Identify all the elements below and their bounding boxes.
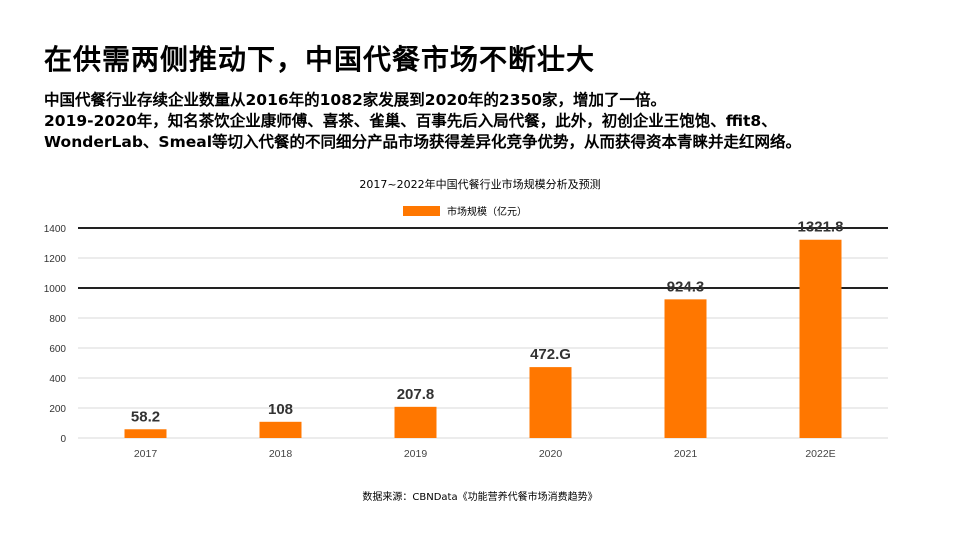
- bar: [394, 406, 437, 438]
- bar: [124, 429, 167, 438]
- bar: [799, 239, 842, 438]
- data-label: 207.8: [397, 386, 435, 403]
- legend-label: 市场规模（亿元）: [447, 205, 527, 218]
- page-title: 在供需两侧推动下，中国代餐市场不断壮大: [44, 43, 596, 76]
- x-tick-label: 2020: [539, 448, 563, 460]
- source-note: 数据来源：CBNData《功能营养代餐市场消费趋势》: [362, 492, 598, 503]
- chart-title: 2017~2022年中国代餐行业市场规模分析及预测: [359, 177, 600, 191]
- y-tick-label: 0: [60, 434, 66, 445]
- data-label: 58.2: [131, 408, 160, 425]
- data-label: 472.G: [530, 346, 571, 363]
- y-tick-label: 200: [49, 404, 66, 415]
- description: 中国代餐行业存续企业数量从2016年的1082家发展到2020年的2350家，增…: [44, 90, 944, 153]
- bar: [529, 367, 572, 438]
- x-tick-label: 2018: [269, 448, 293, 460]
- data-label: 1321.8: [798, 219, 844, 236]
- data-label: 108: [268, 401, 293, 418]
- x-tick-label: 2017: [134, 448, 158, 460]
- description-line: 中国代餐行业存续企业数量从2016年的1082家发展到2020年的2350家，增…: [44, 91, 667, 109]
- x-tick-label: 2021: [674, 448, 698, 460]
- legend-swatch: [403, 206, 440, 216]
- description-line: WonderLab、Smeal等切入代餐的不同细分产品市场获得差异化竞争优势，从…: [44, 133, 802, 151]
- y-tick-label: 1200: [44, 254, 67, 265]
- y-tick-label: 1400: [44, 224, 67, 235]
- bar: [664, 299, 707, 438]
- x-tick-label: 2022E: [805, 448, 835, 460]
- description-line: 2019-2020年，知名茶饮企业康师傅、喜茶、雀巢、百事先后入局代餐，此外，初…: [44, 112, 777, 130]
- data-label: 924.3: [667, 278, 705, 295]
- y-tick-label: 600: [49, 344, 66, 355]
- bar: [259, 421, 302, 438]
- y-tick-label: 800: [49, 314, 66, 325]
- y-tick-label: 400: [49, 374, 66, 385]
- y-tick-label: 1000: [44, 284, 67, 295]
- x-tick-label: 2019: [404, 448, 428, 460]
